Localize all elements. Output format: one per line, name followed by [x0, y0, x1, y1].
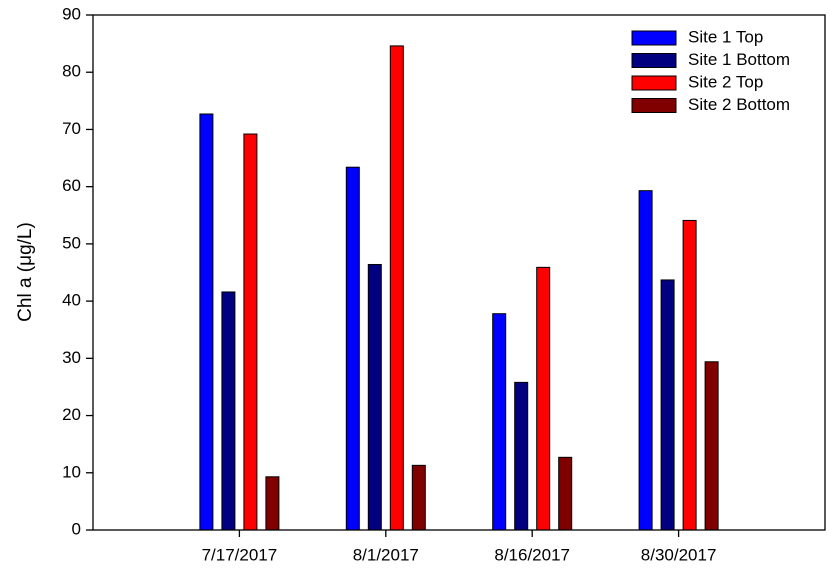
y-tick-label: 30: [62, 348, 81, 367]
legend-label: Site 2 Bottom: [688, 95, 790, 114]
y-tick-label: 40: [62, 291, 81, 310]
bar: [514, 381, 529, 531]
x-tick-label: 8/30/2017: [641, 545, 717, 564]
y-tick-label: 10: [62, 462, 81, 481]
bar: [389, 45, 404, 531]
y-axis-label: Chl a (μg/L): [15, 222, 36, 322]
legend-label: Site 1 Bottom: [688, 50, 790, 69]
bar: [492, 313, 507, 531]
legend-swatch: [631, 53, 677, 68]
y-tick-label: 70: [62, 119, 81, 138]
plot-frame: [92, 14, 826, 531]
bar: [558, 456, 573, 531]
legend-label: Site 2 Top: [688, 72, 763, 91]
y-tick-label: 50: [62, 233, 81, 252]
bar: [536, 266, 551, 531]
x-tick-label: 8/16/2017: [494, 545, 570, 564]
bar: [199, 113, 214, 531]
bar: [345, 166, 360, 531]
y-tick-label: 90: [62, 4, 81, 23]
legend-swatch: [631, 30, 677, 46]
y-tick-label: 20: [62, 405, 81, 424]
bar: [704, 361, 719, 531]
bar: [660, 279, 675, 531]
bar: [682, 219, 697, 531]
bar: [243, 133, 258, 531]
bar: [265, 476, 280, 531]
bar: [367, 263, 382, 531]
legend-swatch: [631, 75, 677, 91]
bar: [638, 190, 653, 531]
x-tick-label: 7/17/2017: [202, 545, 278, 564]
legend-swatch: [631, 98, 677, 113]
bar: [411, 464, 426, 531]
y-tick-label: 0: [72, 519, 81, 538]
legend-label: Site 1 Top: [688, 27, 763, 46]
y-tick-label: 60: [62, 176, 81, 195]
bar: [221, 291, 236, 531]
y-tick-label: 80: [62, 62, 81, 81]
x-tick-label: 8/1/2017: [353, 545, 419, 564]
